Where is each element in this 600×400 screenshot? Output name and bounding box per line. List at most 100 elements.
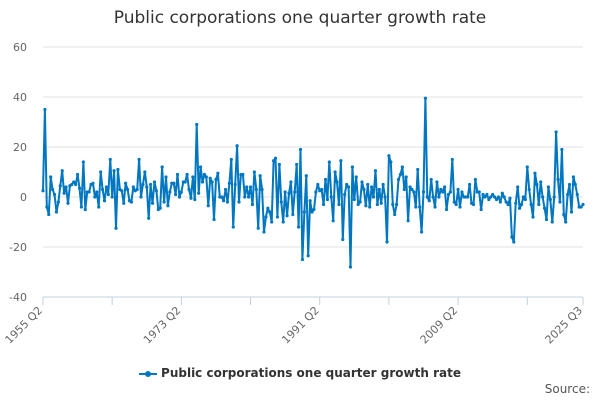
data-point (131, 185, 135, 189)
data-point (389, 160, 393, 164)
data-point (247, 195, 251, 199)
data-point (548, 197, 552, 202)
data-point (446, 192, 451, 197)
data-point (241, 172, 245, 177)
data-point (254, 187, 258, 192)
data-point (296, 225, 301, 229)
data-point (448, 190, 453, 194)
data-point (514, 201, 518, 205)
data-point (458, 205, 462, 209)
data-point (272, 159, 276, 163)
data-point (114, 226, 118, 230)
data-point (104, 185, 109, 189)
data-point (160, 165, 164, 169)
data-point (185, 172, 189, 177)
data-point (354, 175, 358, 179)
data-point (56, 200, 60, 204)
data-point (49, 175, 53, 179)
data-point (285, 214, 289, 218)
data-point (200, 180, 205, 184)
data-point (281, 220, 285, 224)
data-point (345, 182, 349, 187)
data-point (491, 192, 495, 197)
data-point (129, 200, 133, 204)
data-point (175, 172, 180, 177)
data-point (368, 205, 372, 209)
data-point (172, 181, 176, 185)
data-point (137, 157, 141, 162)
data-point (331, 219, 335, 223)
data-point (381, 182, 385, 187)
legend-item[interactable]: Public corporations one quarter growth r… (0, 366, 600, 380)
data-point (168, 190, 172, 194)
data-point (385, 240, 389, 244)
data-point (498, 200, 502, 204)
data-point (314, 190, 318, 194)
data-point (471, 202, 476, 207)
legend-marker-icon (139, 370, 158, 377)
data-point (306, 254, 310, 258)
x-tick-label: 1955 Q2 (3, 304, 46, 347)
data-point (187, 187, 191, 192)
data-point (302, 210, 306, 214)
data-point (273, 156, 278, 160)
data-point (162, 200, 166, 204)
data-point (412, 190, 416, 194)
data-point (72, 180, 76, 184)
data-point (339, 159, 343, 163)
data-point (252, 170, 256, 174)
data-point (310, 210, 314, 214)
data-point (197, 191, 201, 195)
data-point (245, 185, 249, 189)
data-point (402, 187, 406, 192)
data-point (145, 185, 149, 189)
data-point (468, 182, 472, 187)
data-point (206, 204, 210, 208)
data-point (493, 195, 497, 199)
data-point (398, 172, 403, 177)
data-point (139, 195, 143, 199)
data-point (120, 189, 124, 193)
data-point (264, 215, 268, 219)
data-point (564, 220, 568, 224)
data-point (108, 157, 112, 162)
data-point (425, 195, 429, 199)
y-tick-label: 20 (13, 141, 27, 154)
data-point (83, 207, 87, 212)
data-point (396, 177, 401, 182)
data-point (502, 195, 506, 199)
data-point (312, 207, 316, 212)
data-point (158, 206, 162, 210)
data-point (323, 177, 328, 182)
data-point (542, 206, 547, 210)
data-point (406, 219, 410, 223)
data-point (433, 205, 437, 209)
data-point (539, 180, 543, 184)
data-point (377, 187, 381, 192)
data-point (533, 171, 537, 175)
data-point (97, 205, 101, 209)
data-point (517, 206, 522, 210)
data-point (222, 199, 226, 203)
data-point (102, 199, 107, 203)
data-point (544, 217, 549, 222)
data-point (560, 147, 564, 152)
data-point (335, 180, 339, 184)
data-point (546, 185, 551, 189)
data-point (404, 175, 408, 179)
data-point (125, 187, 130, 192)
data-point (204, 175, 208, 179)
data-point (552, 195, 556, 199)
data-point (343, 192, 347, 197)
data-point (346, 185, 351, 189)
data-point (231, 225, 235, 229)
data-point (554, 130, 558, 134)
data-point (225, 200, 230, 204)
data-point (321, 202, 326, 207)
data-point (494, 197, 499, 202)
data-point (566, 192, 570, 197)
data-point (333, 170, 337, 174)
y-tick-label: 40 (13, 91, 27, 104)
data-point (441, 190, 445, 194)
